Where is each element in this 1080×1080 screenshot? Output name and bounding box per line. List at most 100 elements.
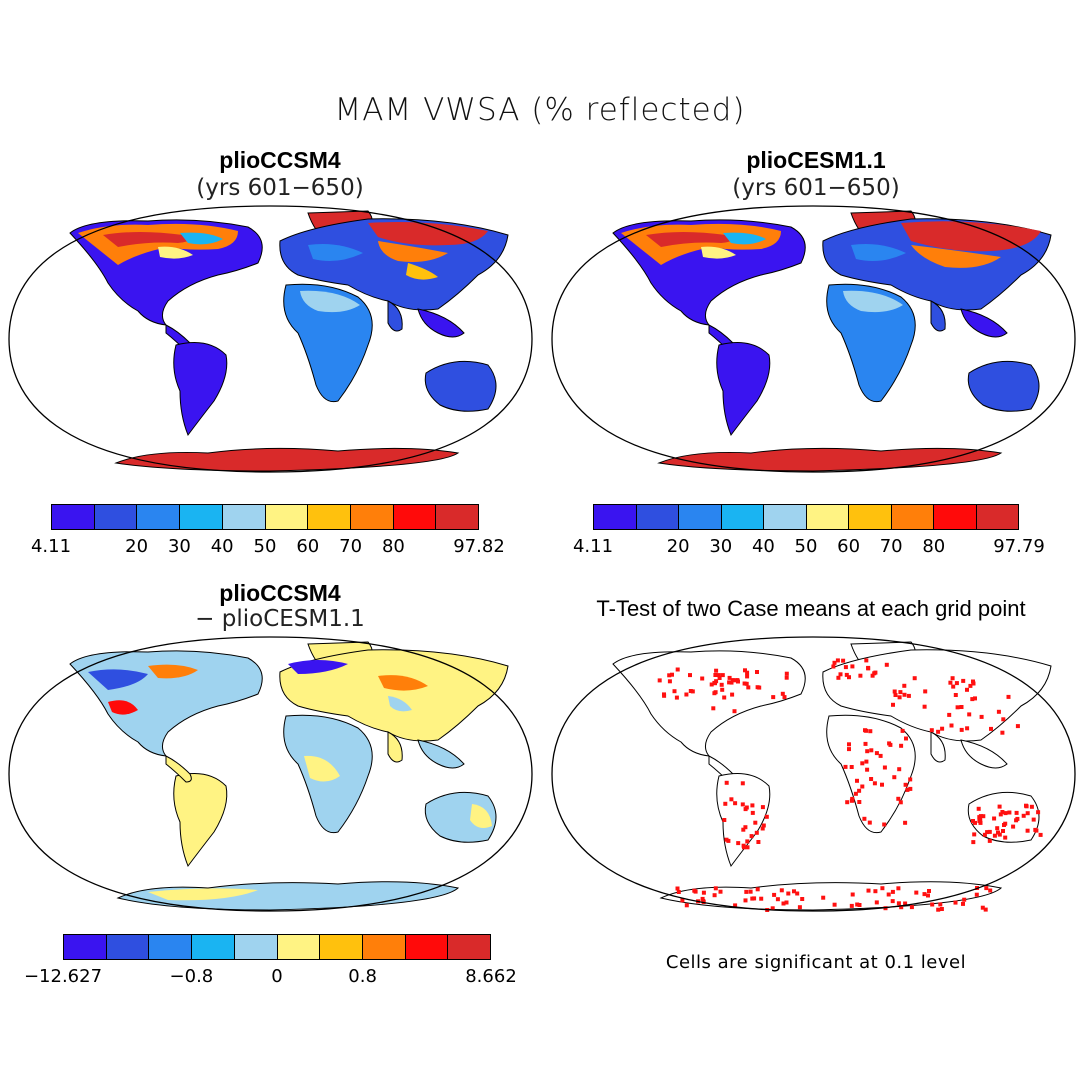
significant-cell (864, 658, 869, 663)
significant-cell (746, 685, 751, 690)
world-map-field (612, 210, 1052, 472)
significant-cell (760, 826, 765, 831)
significant-cell (845, 800, 850, 805)
significant-cell (750, 803, 755, 808)
colorbar-tick-label: −12.627 (23, 966, 103, 987)
significant-cell (936, 729, 941, 734)
significant-cell (1011, 824, 1016, 829)
significant-cell (1031, 817, 1036, 822)
map-outline (551, 205, 1076, 473)
significant-cell (743, 898, 748, 903)
significant-cell (736, 679, 740, 684)
colorbar-tick-label: 60 (296, 536, 320, 557)
significant-cell (745, 839, 750, 844)
significant-cell (760, 805, 765, 810)
significant-cell (905, 787, 910, 792)
significant-cell (836, 675, 841, 680)
significant-cell (1002, 823, 1006, 827)
significant-cell (962, 897, 967, 902)
significant-cell (727, 675, 732, 680)
significant-cell (1034, 828, 1039, 833)
significant-cell (800, 897, 805, 901)
significant-cell (873, 670, 878, 675)
world-map-outlines (612, 641, 1052, 911)
significant-cell (782, 695, 787, 700)
significant-cell (1015, 724, 1020, 729)
significant-cell (718, 889, 723, 894)
significant-cell (998, 812, 1003, 817)
significant-cell (940, 726, 945, 731)
significant-cell (902, 692, 907, 697)
significant-cell (961, 901, 965, 906)
panel-title-br: T-Test of two Case means at each grid po… (596, 596, 1026, 621)
colorbar-tick-label: 97.82 (453, 536, 505, 557)
significant-cell (922, 892, 927, 897)
significant-cell (700, 896, 705, 901)
significant-cell (987, 838, 992, 843)
map-panel-tr (551, 205, 1076, 473)
significant-cell (741, 827, 746, 832)
significant-cell (849, 903, 854, 908)
significant-cell (973, 696, 977, 701)
significant-cell (976, 806, 981, 811)
significant-cell (713, 886, 718, 891)
significant-cell (864, 759, 869, 764)
significant-cell (908, 777, 913, 782)
significant-cell (884, 662, 889, 667)
significant-cell (717, 676, 722, 680)
significant-cell (892, 689, 897, 694)
significant-cell (674, 695, 679, 700)
colorbar-tick-label: 30 (709, 536, 733, 557)
significant-cell (967, 712, 972, 717)
significant-cell (744, 681, 749, 686)
colorbar-tick-label: 40 (751, 536, 775, 557)
significant-cell (750, 810, 755, 815)
colorbar-tick-label: 80 (381, 536, 405, 557)
significant-cell (720, 673, 725, 678)
significant-cell (755, 887, 760, 892)
significant-cell (670, 672, 674, 677)
world-map-field (69, 641, 509, 911)
colorbar-tick-label: 80 (922, 536, 946, 557)
significant-cell (832, 902, 837, 907)
significant-cell (841, 658, 846, 663)
significant-cell (939, 907, 944, 911)
significant-cell (955, 705, 960, 710)
significant-cell (835, 658, 840, 663)
significant-cell (742, 681, 747, 686)
significant-cell (954, 681, 959, 686)
significant-cell (771, 695, 776, 700)
significant-cell (843, 665, 848, 670)
colorbar-labels: 4.11 20 30 40 50 60 70 80 97.79 (573, 536, 1045, 560)
significant-cell (733, 801, 738, 806)
significant-cell (847, 675, 851, 680)
significant-cell (896, 901, 901, 906)
significant-cell (743, 807, 748, 812)
colorbar-swatches (51, 504, 479, 530)
significant-cell (727, 680, 732, 685)
significant-cell (995, 826, 1000, 831)
significant-cell (896, 886, 901, 891)
significant-cell (930, 902, 935, 907)
significant-cell (719, 682, 724, 687)
colorbar-tick-label: 60 (837, 536, 861, 557)
significant-cell (909, 905, 914, 910)
significant-cell (755, 685, 760, 690)
significant-cell (750, 896, 755, 901)
significant-cell (722, 818, 727, 822)
significant-cell (899, 905, 904, 910)
significant-cell (736, 841, 741, 846)
significant-cell (1021, 813, 1026, 818)
significant-cell (906, 693, 911, 698)
significant-cell (860, 784, 865, 789)
significant-cell (786, 891, 791, 896)
significant-cell (756, 840, 761, 844)
significant-cell (893, 693, 898, 697)
significant-cell (882, 765, 887, 770)
colorbar-tick-label: 50 (794, 536, 818, 557)
significant-cell (903, 820, 908, 825)
significant-cell (742, 845, 746, 850)
significant-cell (857, 903, 862, 907)
significant-cell (979, 714, 984, 719)
colorbar-tick-label: 4.11 (30, 536, 72, 557)
